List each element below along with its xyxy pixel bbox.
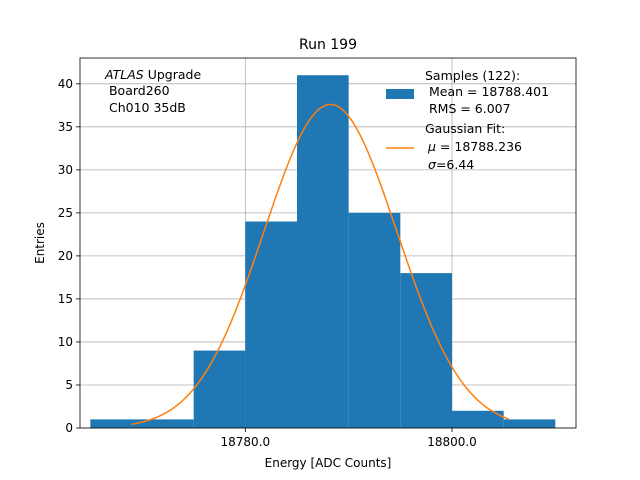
legend-fit-sigma: σ=6.44 xyxy=(428,157,474,172)
y-tick-label: 25 xyxy=(58,206,73,220)
annotation-board: Board260 xyxy=(105,83,170,98)
histogram-bar xyxy=(503,419,556,428)
legend-fit-mu: μ = 18788.236 xyxy=(427,139,522,154)
atlas-label: ATLAS xyxy=(104,67,144,82)
y-tick-label: 0 xyxy=(65,421,73,435)
y-tick-label: 15 xyxy=(58,292,73,306)
annotation-channel: Ch010 35dB xyxy=(105,100,186,115)
x-axis-ticks: 18780.0 18800.0 xyxy=(221,428,477,449)
sigma-symbol: σ xyxy=(428,157,437,172)
legend: Samples (122): Mean = 18788.401 RMS = 6.… xyxy=(386,68,549,172)
annotation-line-1: ATLAS Upgrade xyxy=(104,67,201,82)
histogram-bar xyxy=(245,221,297,428)
histogram-bar xyxy=(400,273,452,428)
legend-samples-mean: Mean = 18788.401 xyxy=(425,84,549,99)
y-tick-label: 30 xyxy=(58,163,73,177)
y-tick-label: 40 xyxy=(58,77,73,91)
histogram-bar xyxy=(193,350,246,428)
mu-symbol: μ xyxy=(427,139,436,154)
legend-fit-title: Gaussian Fit: xyxy=(425,121,505,136)
legend-samples-swatch xyxy=(386,89,414,99)
chart-title: Run 199 xyxy=(299,37,357,53)
y-tick-label: 35 xyxy=(58,120,73,134)
legend-samples-rms: RMS = 6.007 xyxy=(425,101,511,116)
atlas-annotation: ATLAS Upgrade Board260 Ch010 35dB xyxy=(104,67,201,115)
histogram-bar xyxy=(452,410,504,428)
x-tick-label: 18780.0 xyxy=(221,435,271,449)
histogram-bar xyxy=(297,75,349,429)
x-tick-label: 18800.0 xyxy=(427,435,477,449)
mu-value: = 18788.236 xyxy=(436,139,522,154)
y-axis-label: Entries xyxy=(33,222,47,264)
histogram-bars xyxy=(90,75,556,429)
sigma-value: =6.44 xyxy=(436,157,474,172)
y-tick-label: 20 xyxy=(58,249,73,263)
gaussian-fit-curve xyxy=(131,103,510,425)
histogram-bar xyxy=(348,212,401,428)
histogram-bar xyxy=(90,419,194,428)
y-axis-ticks: 0 5 10 15 20 25 30 35 40 xyxy=(58,77,80,435)
upgrade-label: Upgrade xyxy=(144,67,202,82)
x-axis-label: Energy [ADC Counts] xyxy=(265,456,392,470)
y-tick-label: 5 xyxy=(65,378,73,392)
y-tick-label: 10 xyxy=(58,335,73,349)
legend-samples-title: Samples (122): xyxy=(425,68,520,83)
plot-frame xyxy=(79,57,577,429)
